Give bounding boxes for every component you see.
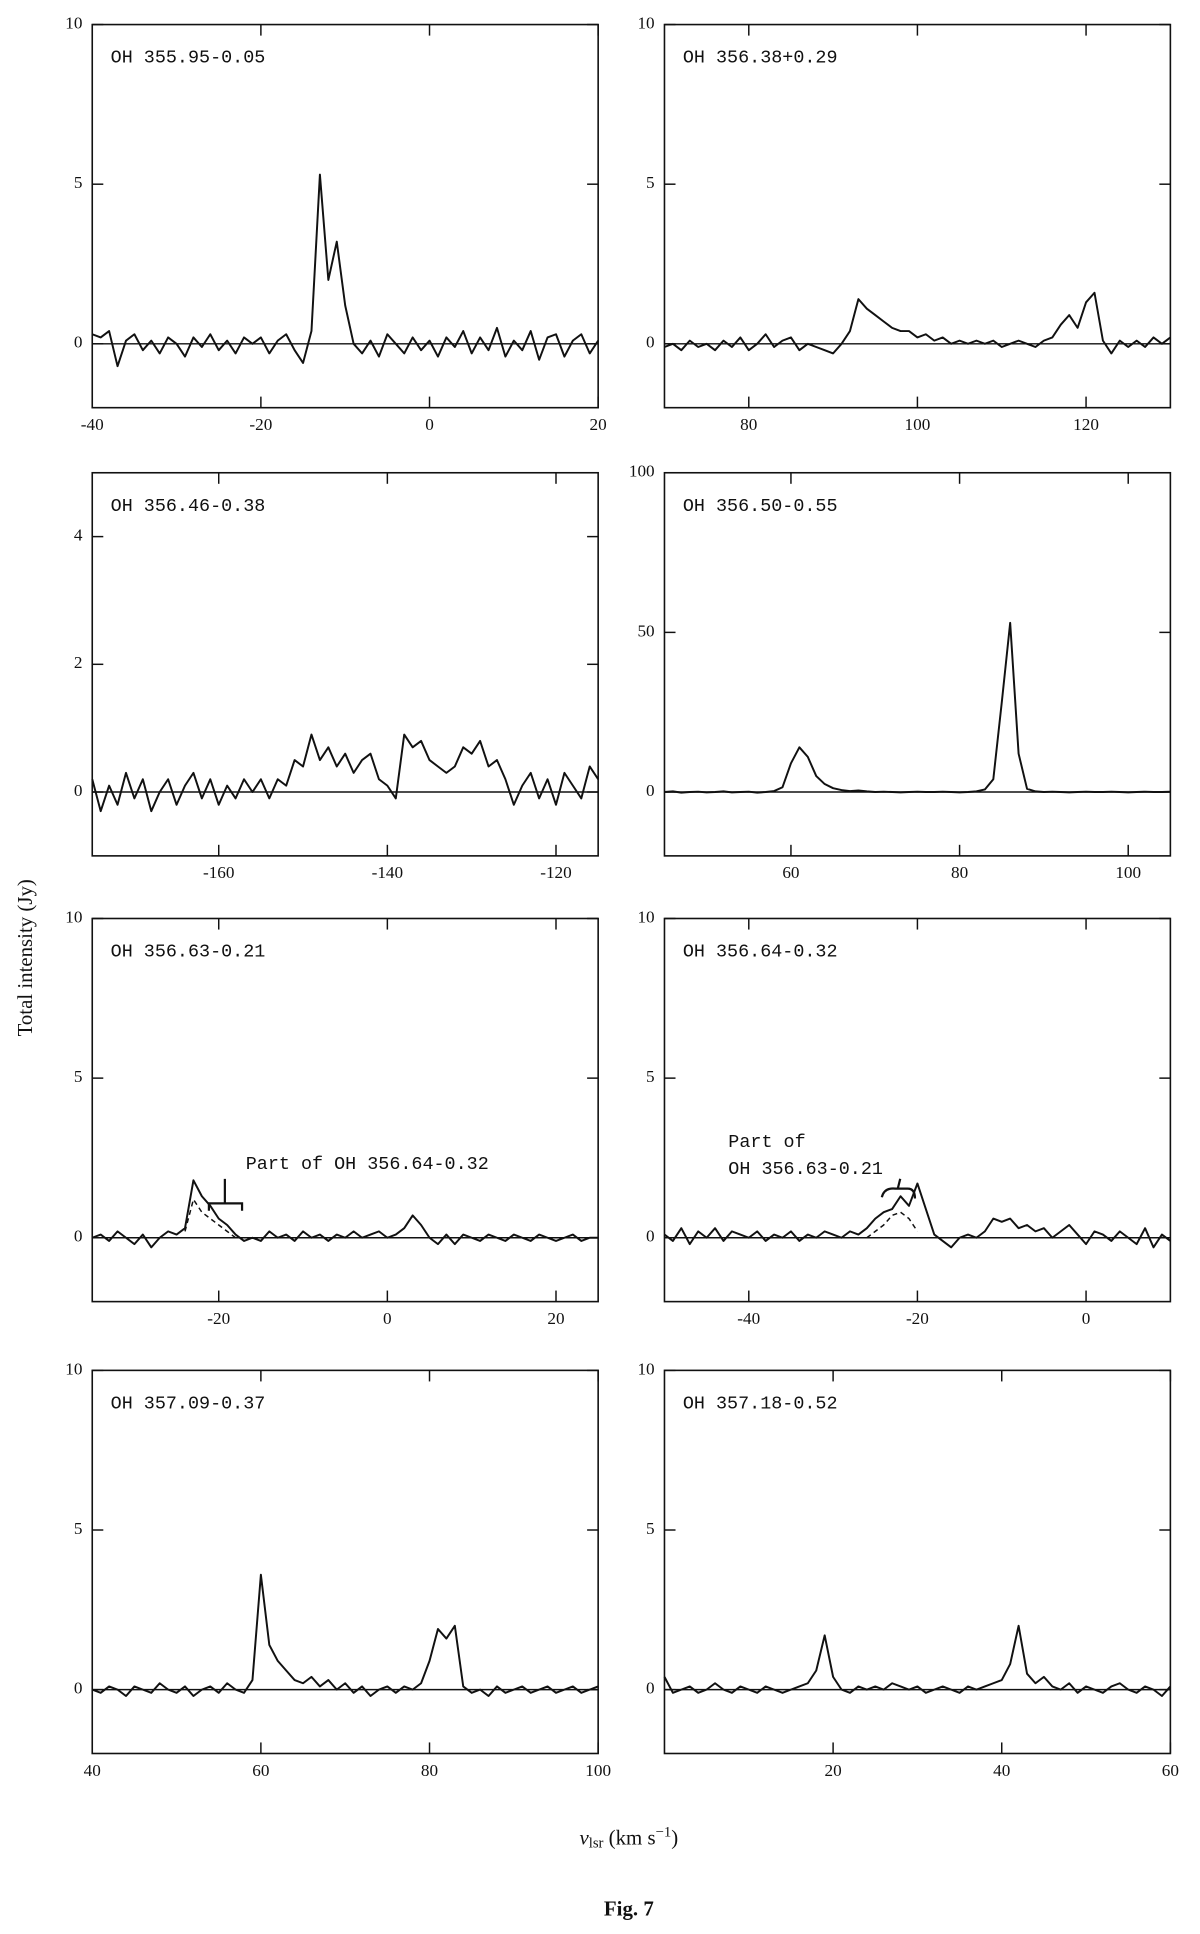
x-tick-label: -20	[249, 415, 272, 434]
y-tick-label: 10	[637, 1359, 654, 1378]
x-tick-label: 60	[252, 1761, 269, 1780]
panel-title: OH 357.09-0.37	[111, 1393, 266, 1414]
x-tick-label: 0	[425, 415, 434, 434]
spectrum-line	[91, 1179, 599, 1249]
y-tick-label: 0	[646, 781, 655, 800]
y-tick-label: 100	[629, 462, 655, 481]
spectrum-line	[664, 291, 1171, 355]
spectrum-line	[91, 173, 599, 368]
caption: Fig. 7	[604, 1896, 654, 1920]
plot-frame	[663, 23, 1172, 409]
x-tick-label: 60	[1162, 1761, 1179, 1780]
panel-title: OH 356.38+0.29	[683, 48, 838, 69]
annotation: Part of OH 356.64-0.32	[246, 1154, 489, 1175]
y-tick-label: 0	[74, 1679, 83, 1698]
plot-frame	[663, 917, 1172, 1303]
y-tick-label: 0	[646, 1227, 655, 1246]
spectrum-line	[91, 1573, 599, 1698]
plot-frame	[91, 471, 599, 857]
plot-frame	[91, 917, 599, 1303]
y-tick-label: 10	[637, 907, 654, 926]
x-tick-label: 100	[905, 415, 931, 434]
x-tick-label: 120	[1073, 415, 1099, 434]
panel-title: OH 357.18-0.52	[683, 1393, 838, 1414]
x-tick-label: 0	[1082, 1309, 1091, 1328]
x-tick-label: -160	[203, 863, 235, 882]
x-axis-label-part: −1	[656, 1825, 672, 1841]
x-tick-label: -20	[906, 1309, 929, 1328]
x-tick-label: 0	[383, 1309, 392, 1328]
y-tick-label: 0	[74, 781, 83, 800]
x-tick-label: 20	[825, 1761, 842, 1780]
x-tick-label: 40	[84, 1761, 101, 1780]
x-tick-label: 20	[590, 415, 607, 434]
plot-frame	[663, 471, 1172, 857]
annotation: Part of	[728, 1132, 805, 1153]
y-tick-label: 0	[74, 333, 83, 352]
x-axis-label-part: lsr	[589, 1835, 604, 1851]
y-axis-label: Total intensity (Jy)	[13, 879, 37, 1036]
x-tick-label: 20	[547, 1309, 564, 1328]
x-axis-label: vlsr (km s−1)	[579, 1825, 678, 1852]
spectrum-line	[91, 733, 599, 813]
y-tick-label: 4	[74, 526, 83, 545]
spectrum-line	[663, 1182, 1171, 1249]
y-tick-label: 0	[74, 1227, 83, 1246]
y-tick-label: 5	[646, 1519, 655, 1538]
y-tick-label: 50	[637, 621, 654, 640]
panel-title: OH 356.63-0.21	[111, 942, 266, 963]
annotation-bracket	[207, 1178, 244, 1211]
x-tick-label: -20	[207, 1309, 230, 1328]
plot-frame	[91, 1369, 599, 1755]
y-tick-label: 10	[65, 907, 82, 926]
y-tick-label: 5	[646, 1067, 655, 1086]
y-tick-label: 2	[74, 653, 83, 672]
spectrum-line	[663, 1624, 1172, 1698]
y-tick-label: 0	[646, 1679, 655, 1698]
y-tick-label: 10	[637, 13, 654, 32]
x-tick-label: -40	[737, 1309, 760, 1328]
annotation: OH 356.63-0.21	[728, 1159, 883, 1180]
y-tick-label: 5	[74, 173, 83, 192]
x-tick-label: 80	[951, 863, 968, 882]
spectrum-line	[664, 621, 1171, 794]
panel-title: OH 356.46-0.38	[111, 496, 266, 517]
panel-title: OH 356.50-0.55	[683, 496, 838, 517]
x-axis-label-part: (km s	[603, 1825, 655, 1849]
x-tick-label: 100	[1115, 863, 1141, 882]
panel-title: OH 356.64-0.32	[683, 942, 838, 963]
y-tick-label: 5	[646, 173, 655, 192]
annotation-bracket	[880, 1178, 917, 1199]
x-axis-label-part: )	[671, 1825, 678, 1849]
y-tick-label: 0	[646, 333, 655, 352]
y-tick-label: 5	[74, 1519, 83, 1538]
spectrum-line	[866, 1211, 919, 1239]
x-tick-label: -140	[372, 863, 404, 882]
x-tick-label: 80	[421, 1761, 438, 1780]
y-tick-label: 5	[74, 1067, 83, 1086]
spectrum-line	[184, 1198, 237, 1239]
x-tick-label: 40	[993, 1761, 1010, 1780]
x-axis-label-part: v	[579, 1825, 589, 1849]
x-tick-label: -40	[81, 415, 104, 434]
panel-title: OH 355.95-0.05	[111, 48, 266, 69]
plot-frame	[91, 23, 599, 409]
x-tick-label: -120	[540, 863, 572, 882]
x-tick-label: 100	[585, 1761, 611, 1780]
y-tick-label: 10	[65, 13, 82, 32]
y-tick-label: 10	[65, 1359, 82, 1378]
x-tick-label: 60	[782, 863, 799, 882]
plot-frame	[663, 1369, 1172, 1755]
x-tick-label: 80	[740, 415, 757, 434]
